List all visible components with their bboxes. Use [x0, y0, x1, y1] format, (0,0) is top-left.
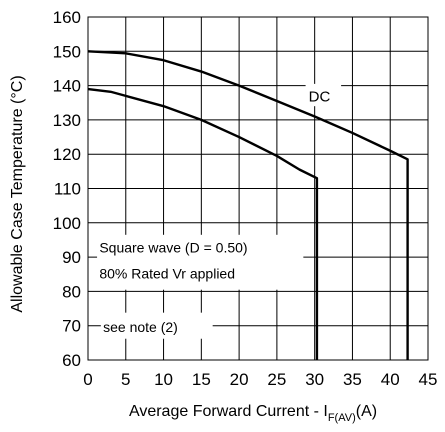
annotation-see-note: see note (2) — [103, 319, 178, 335]
annotation-box-conditions — [97, 234, 304, 290]
x-tick-label: 40 — [381, 370, 400, 389]
annotation-rated-vr: 80% Rated Vr applied — [99, 265, 235, 281]
series-line-2 — [87, 87, 319, 360]
y-tick-label: 130 — [53, 111, 81, 130]
x-axis-label-main: Average Forward Current - I — [129, 403, 328, 420]
annotation-box-note — [100, 312, 213, 339]
x-tick-label: 0 — [83, 370, 92, 389]
x-tick-label: 30 — [305, 370, 324, 389]
x-axis-label-unit: (A) — [356, 403, 377, 420]
y-tick-label: 160 — [53, 8, 81, 27]
x-tick-label: 20 — [230, 370, 249, 389]
series-label-dc: DC — [309, 89, 331, 106]
y-axis-label: Allowable Case Temperature (°C) — [9, 75, 26, 312]
x-axis-label: Average Forward Current - IF(AV)(A) — [129, 403, 377, 424]
y-tick-label: 140 — [53, 77, 81, 96]
y-tick-label: 150 — [53, 42, 81, 61]
y-tick-label: 60 — [62, 351, 81, 370]
y-tick-label: 100 — [53, 214, 81, 233]
y-tick-label: 70 — [62, 317, 81, 336]
y-tick-label: 80 — [62, 282, 81, 301]
y-tick-label: 90 — [62, 248, 81, 267]
y-tick-label: 120 — [53, 145, 81, 164]
series-lines: DC — [87, 50, 409, 360]
x-tick-label: 45 — [419, 370, 438, 389]
tick-labels: 0 5 10 15 20 25 30 35 40 45 60 70 80 90 100 110 120 130 14… — [53, 8, 438, 389]
series-line-1 — [87, 50, 409, 360]
annotations: Square wave (D = 0.50) 80% Rated Vr appli… — [97, 234, 304, 339]
x-tick-label: 5 — [121, 370, 130, 389]
x-tick-label: 25 — [267, 370, 286, 389]
plot-frame — [87, 16, 429, 361]
x-axis-label-subscript: F(AV) — [328, 412, 356, 424]
x-tick-label: 10 — [154, 370, 173, 389]
annotation-square-wave: Square wave (D = 0.50) — [99, 240, 247, 256]
series-label-box — [305, 83, 342, 107]
x-tick-label: 35 — [343, 370, 362, 389]
x-tick-label: 15 — [192, 370, 211, 389]
y-tick-label: 110 — [54, 180, 81, 199]
